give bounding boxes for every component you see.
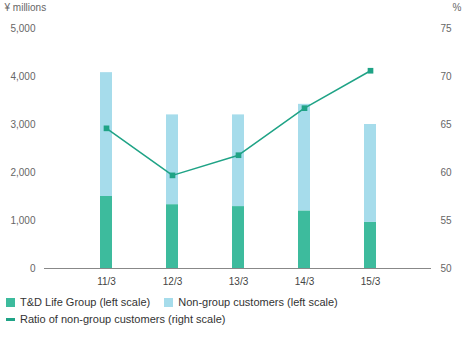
html-text:Ratio of non-group customers (: Ratio of non-group customers (right scal… bbox=[20, 313, 226, 325]
svg-text:3,000: 3,000 bbox=[10, 119, 35, 130]
svg-text:1,000: 1,000 bbox=[10, 215, 35, 226]
html-text:Non-group customers (left scal: Non-group customers (left scale) bbox=[178, 296, 338, 308]
html-text:T&D Life Group (left scale): T&D Life Group (left scale) bbox=[20, 296, 151, 308]
svg-text:65: 65 bbox=[441, 119, 453, 130]
svg-text:5,000: 5,000 bbox=[10, 23, 35, 34]
svg-text:¥ millions: ¥ millions bbox=[4, 2, 47, 13]
svg-text:50: 50 bbox=[441, 263, 453, 274]
svg-text:75: 75 bbox=[441, 23, 453, 34]
svg-text:4,000: 4,000 bbox=[10, 71, 35, 82]
svg-text:2,000: 2,000 bbox=[10, 167, 35, 178]
svg-text:11/3: 11/3 bbox=[97, 276, 116, 287]
svg-text:70: 70 bbox=[441, 71, 453, 82]
svg-text:13/3: 13/3 bbox=[229, 276, 249, 287]
svg-text:12/3: 12/3 bbox=[163, 276, 183, 287]
svg-text:15/3: 15/3 bbox=[361, 276, 381, 287]
svg-text:0: 0 bbox=[30, 263, 36, 274]
svg-text:55: 55 bbox=[441, 215, 453, 226]
svg-text:%: % bbox=[453, 2, 462, 13]
svg-text:14/3: 14/3 bbox=[295, 276, 315, 287]
svg-text:60: 60 bbox=[441, 167, 453, 178]
